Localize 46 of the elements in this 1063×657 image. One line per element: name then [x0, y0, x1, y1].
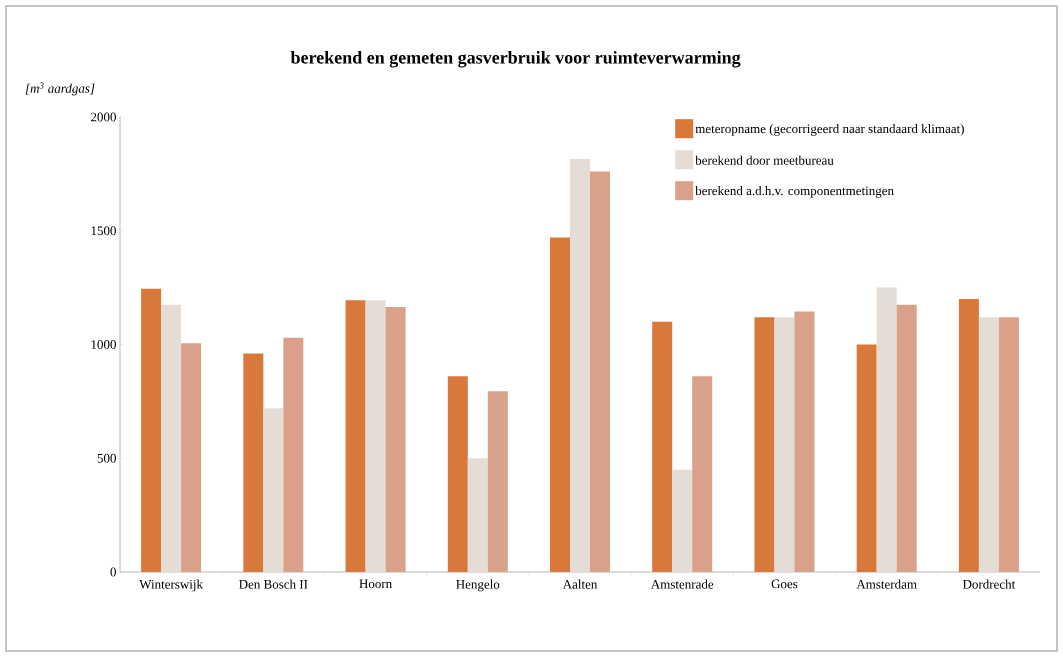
bar — [467, 458, 488, 572]
bar — [774, 317, 795, 572]
bar — [958, 299, 979, 572]
x-tick-label: Dordrecht — [962, 579, 1016, 589]
y-tick-label: 500 — [97, 453, 116, 463]
legend-label: berekend a.d.h.v. componentmetingen — [695, 186, 894, 198]
x-tick-label: Amsterdam — [856, 579, 917, 589]
bar — [243, 353, 264, 572]
bar — [283, 337, 304, 572]
bar — [856, 344, 877, 572]
x-tick-label: Hoorn — [359, 579, 392, 589]
bar — [998, 317, 1019, 572]
bar — [672, 469, 693, 572]
x-tick-label: Hengelo — [456, 579, 500, 592]
legend-label: meteropname (gecorrigeerd naar standaard klimaat) — [695, 124, 964, 136]
bar — [181, 343, 202, 572]
bar — [345, 300, 366, 572]
x-tick-label: Amstenrade — [650, 579, 714, 589]
bar — [754, 317, 775, 572]
bar — [978, 317, 999, 572]
bar — [385, 306, 406, 572]
bar — [896, 304, 917, 572]
chart-title: berekend en gemeten gasverbruik voor ruimteverwarming — [290, 50, 741, 68]
x-tick-label: Goes — [771, 579, 798, 589]
bar — [652, 321, 673, 572]
bar — [692, 376, 713, 572]
y-tick-label: 1000 — [91, 340, 116, 349]
y-tick-label: 0 — [110, 567, 116, 577]
x-tick-label: Aalten — [562, 579, 598, 589]
bar — [263, 408, 284, 572]
bar — [590, 171, 610, 572]
x-tick-label: Winterswijk — [139, 579, 203, 592]
bar — [550, 237, 570, 572]
y-tick-label: 1500 — [91, 226, 116, 236]
bar — [141, 288, 162, 572]
legend-label: berekend door meetbureau — [695, 155, 834, 165]
bar — [570, 159, 590, 572]
bar — [161, 304, 182, 572]
bar — [876, 287, 897, 572]
bar — [447, 376, 468, 572]
y-tick-label: 2000 — [91, 112, 116, 122]
y-axis-title: [m$^{3}$ aardgas] — [25, 82, 95, 96]
x-tick-label: Den Bosch II — [239, 579, 308, 589]
bar — [487, 391, 508, 572]
bar — [365, 300, 386, 572]
bar — [794, 311, 815, 572]
